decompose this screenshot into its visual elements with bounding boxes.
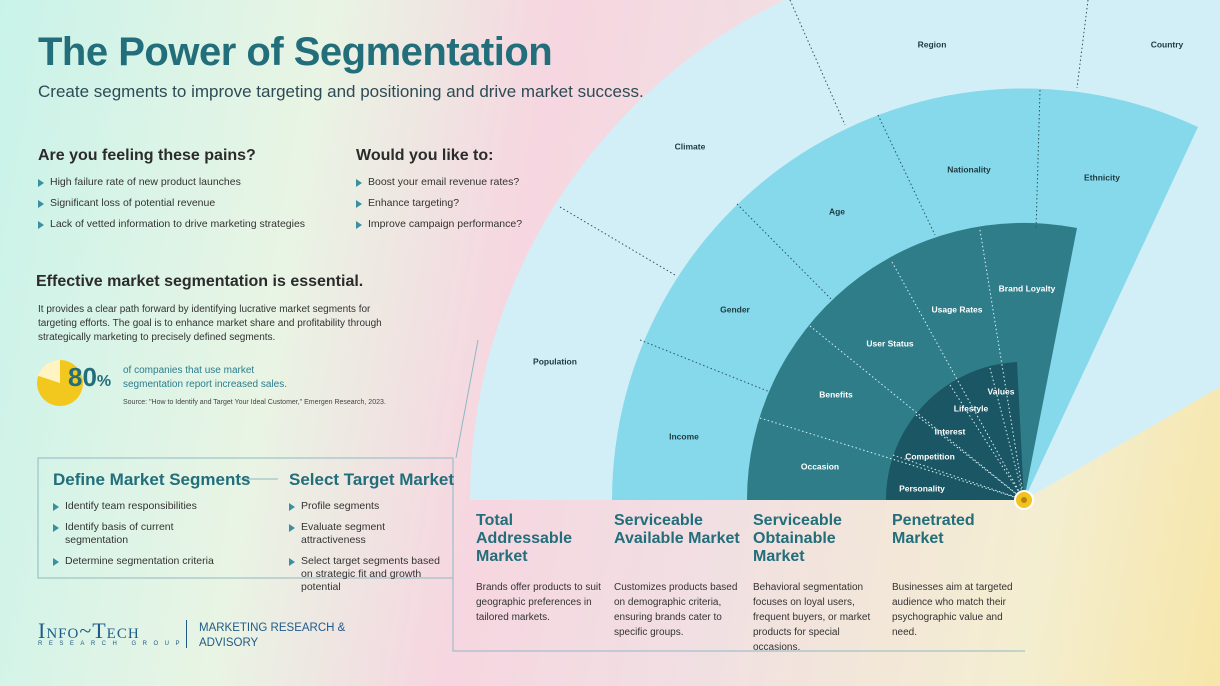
segment-label: User Status (866, 338, 914, 348)
market-title: Serviceable Available Market (614, 512, 740, 547)
frame (37, 339, 1025, 652)
stat-source: Source: "How to Identify and Target Your… (123, 399, 386, 406)
pains-list: High failure rate of new product launche… (38, 176, 305, 239)
segment-label: Usage Rates (931, 304, 982, 314)
select-item: Profile segments (289, 500, 449, 513)
market-title: Serviceable Obtainable Market (753, 512, 842, 565)
subtitle: Create segments to improve targeting and… (38, 82, 644, 101)
segment-label: Lifestyle (954, 403, 989, 413)
segment-label: Values (988, 386, 1015, 396)
logo-division: MARKETING RESEARCH & ADVISORY (199, 622, 346, 649)
segment-label: Climate (675, 141, 706, 151)
labels-penetrated: Values Lifestyle Interest Competition Pe… (899, 386, 1015, 493)
dividers-inner (759, 229, 1025, 501)
stat-pie (37, 360, 83, 407)
wishes-heading: Would you like to: (356, 147, 494, 164)
labels-total: Country Region Climate Population (533, 39, 1184, 366)
labels-obtainable: Brand Loyalty Usage Rates User Status Be… (801, 283, 1056, 471)
pains-heading: Are you feeling these pains? (38, 147, 256, 164)
logo-tagline: RESEARCH GROUP (38, 641, 187, 647)
stat-value: 80% (68, 362, 111, 393)
stat-text: of companies that use market segmentatio… (123, 365, 287, 390)
fan-center-dot (1021, 497, 1027, 503)
define-list: Identify team responsibilities Identify … (53, 500, 233, 576)
segment-label: Occasion (801, 461, 839, 471)
select-item: Evaluate segment attractiveness (289, 521, 449, 547)
layer-penetrated (885, 362, 1024, 500)
segment-label: Benefits (819, 389, 853, 399)
select-item: Select target segments based on strategi… (289, 555, 449, 594)
define-heading: Define Market Segments (53, 470, 251, 489)
market-title: Total Addressable Market (476, 512, 573, 565)
pain-item: Lack of vetted information to drive mark… (38, 218, 305, 231)
select-heading: Select Target Market (289, 470, 455, 489)
segment-label: Income (669, 431, 699, 441)
title: The Power of Segmentation (38, 30, 553, 74)
segment-label: Country (1151, 39, 1184, 49)
logo-divider (186, 620, 187, 648)
market-description: Brands offer products to suit geographic… (476, 582, 601, 623)
segment-label: Region (918, 39, 947, 49)
wish-item: Boost your email revenue rates? (356, 176, 522, 189)
segment-label: Population (533, 356, 577, 366)
segment-label: Nationality (947, 164, 991, 174)
market-description: Behavioral segmentation focuses on loyal… (753, 582, 871, 653)
segment-label: Age (829, 206, 845, 216)
dividers (559, 0, 1089, 393)
wish-item: Enhance targeting? (356, 197, 522, 210)
stat-sign: % (96, 373, 112, 390)
define-item: Determine segmentation criteria (53, 555, 233, 568)
essential-body: It provides a clear path forward by iden… (38, 304, 382, 343)
pain-item: Significant loss of potential revenue (38, 197, 305, 210)
stat-number: 80 (68, 362, 97, 392)
market-description: Businesses aim at targeted audience who … (892, 582, 1013, 638)
pain-item: High failure rate of new product launche… (38, 176, 305, 189)
logo-name: Info~Tech (38, 618, 140, 643)
segment-label: Brand Loyalty (999, 283, 1056, 293)
wishes-list: Boost your email revenue rates? Enhance … (356, 176, 522, 239)
segment-label: Personality (899, 483, 945, 493)
segment-label: Gender (720, 304, 750, 314)
define-item: Identify basis of current segmentation (53, 521, 233, 547)
market-title: Penetrated Market (892, 512, 975, 547)
segment-label: Competition (905, 451, 955, 461)
select-list: Profile segments Evaluate segment attrac… (289, 500, 449, 602)
segment-label: Ethnicity (1084, 172, 1120, 182)
labels-available: Ethnicity Nationality Age Gender Income (669, 164, 1120, 441)
essential-heading: Effective market segmentation is essenti… (36, 273, 364, 290)
market-description: Customizes products based on demographic… (614, 582, 738, 638)
segment-label: Interest (935, 426, 966, 436)
define-item: Identify team responsibilities (53, 500, 233, 513)
wish-item: Improve campaign performance? (356, 218, 522, 231)
pie-wedge (37, 360, 83, 407)
